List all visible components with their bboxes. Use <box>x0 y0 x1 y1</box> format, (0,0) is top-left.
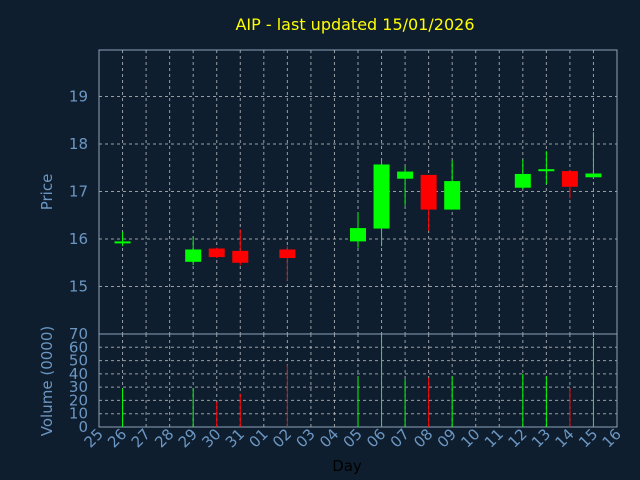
x-tick-label: 03 <box>293 425 319 451</box>
x-tick-label: 09 <box>434 425 460 451</box>
candle-body <box>561 171 578 187</box>
x-tick-label: 02 <box>269 425 295 451</box>
price-panel: 15 16 17 18 19 <box>69 49 618 335</box>
x-tick-label: 01 <box>245 425 271 451</box>
volume-axis-label: Volume (0000) <box>38 326 56 436</box>
x-tick-label: 31 <box>222 425 248 451</box>
candle-body <box>585 173 602 178</box>
candle-body <box>373 164 390 229</box>
price-tick-label: 17 <box>69 183 88 201</box>
candle-body <box>538 169 555 172</box>
x-tick-label: 08 <box>410 425 436 451</box>
volume-tick-label: 10 <box>69 405 88 423</box>
x-axis: 2526272829303101020304050607080910111213… <box>81 425 625 451</box>
volume-tick-label: 40 <box>69 365 88 383</box>
x-tick-label: 30 <box>198 425 224 451</box>
candle-body <box>114 241 131 244</box>
price-tick-label: 16 <box>69 230 88 248</box>
x-tick-label: 13 <box>528 425 554 451</box>
volume-tick-label: 50 <box>69 352 88 370</box>
price-tick-label: 18 <box>69 135 88 153</box>
x-tick-label: 29 <box>175 425 201 451</box>
x-tick-label: 27 <box>128 425 154 451</box>
candle-body <box>397 171 414 179</box>
candle-body <box>185 249 202 262</box>
candle-body <box>444 181 461 210</box>
x-tick-label: 10 <box>457 425 483 451</box>
candle-body <box>514 173 531 188</box>
candle-body <box>350 228 366 242</box>
chart-title: AIP - last updated 15/01/2026 <box>235 15 474 34</box>
x-tick-label: 04 <box>316 425 342 451</box>
x-tick-label: 07 <box>387 425 413 451</box>
x-tick-label: 12 <box>504 425 530 451</box>
x-tick-label: 14 <box>552 425 578 451</box>
volume-tick-label: 20 <box>69 391 88 409</box>
x-tick-label: 15 <box>575 425 601 451</box>
price-axis-label: Price <box>38 174 56 211</box>
volume-tick-label: 70 <box>69 325 88 343</box>
candle-body <box>420 174 437 210</box>
x-tick-label: 11 <box>481 425 507 451</box>
x-tick-label: 05 <box>340 425 366 451</box>
x-tick-label: 06 <box>363 425 389 451</box>
x-tick-label: 26 <box>104 425 130 451</box>
candle-body <box>232 250 249 263</box>
price-tick-label: 15 <box>69 278 88 296</box>
x-tick-label: 16 <box>599 425 625 451</box>
price-tick-label: 19 <box>69 88 88 106</box>
candle-body <box>208 248 225 258</box>
volume-tick-label: 0 <box>78 418 88 436</box>
volume-tick-label: 30 <box>69 378 88 396</box>
x-axis-label: Day <box>332 457 362 475</box>
volume-tick-label: 60 <box>69 338 88 356</box>
x-tick-label: 28 <box>151 425 177 451</box>
candle-body <box>279 249 296 259</box>
